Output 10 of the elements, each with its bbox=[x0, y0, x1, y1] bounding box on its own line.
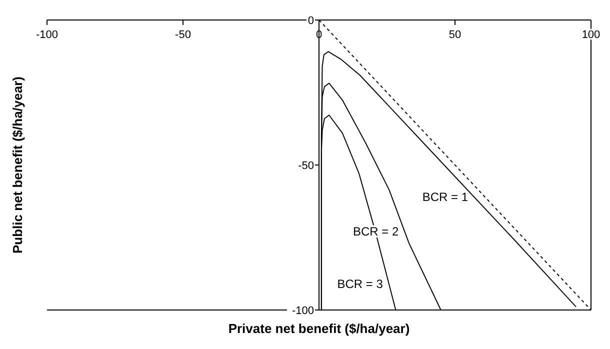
y-axis-title: Public net benefit ($/ha/year) bbox=[10, 76, 25, 254]
y-tick-label: -100 bbox=[292, 305, 314, 317]
x-tick-label: -100 bbox=[36, 29, 58, 41]
x-tick-label: -50 bbox=[175, 29, 191, 41]
x-axis-title: Private net benefit ($/ha/year) bbox=[228, 321, 410, 336]
y-tick-label: -50 bbox=[298, 160, 314, 172]
x-tick-label: 50 bbox=[448, 29, 462, 41]
annotation: BCR = 3 bbox=[337, 276, 384, 291]
y-tick-label: 0 bbox=[308, 15, 314, 27]
annotation: BCR = 1 bbox=[422, 190, 468, 204]
